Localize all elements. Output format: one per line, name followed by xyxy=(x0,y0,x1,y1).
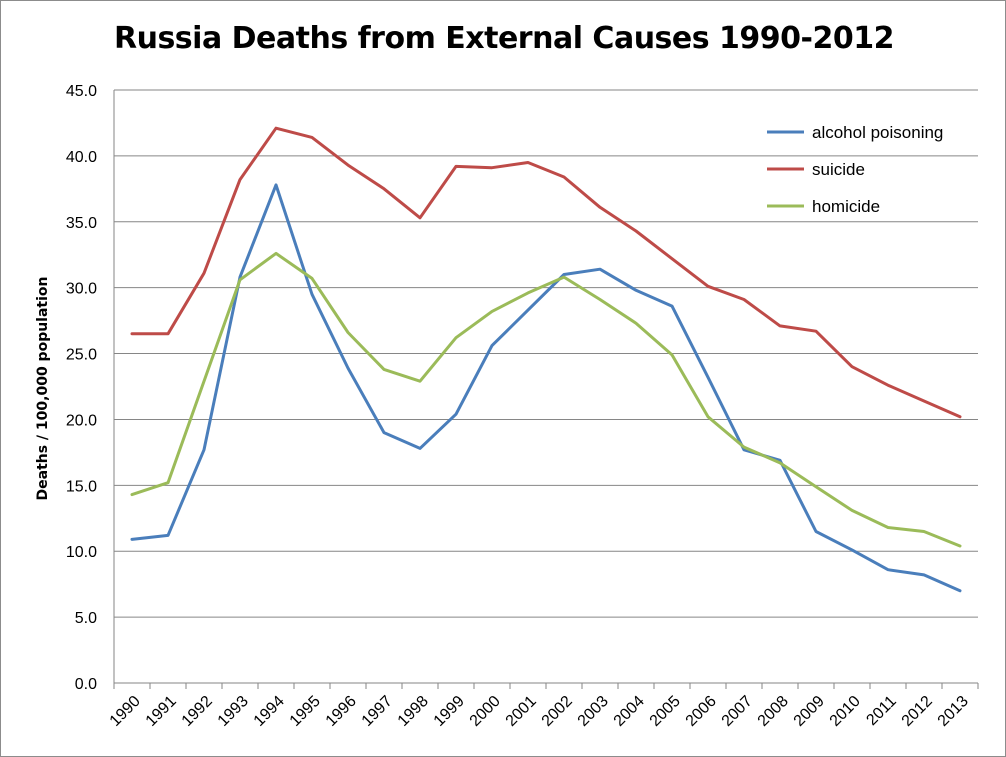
x-tick-label: 2007 xyxy=(719,693,756,730)
x-tick-label: 1996 xyxy=(323,693,360,730)
y-tick-label: 0.0 xyxy=(75,676,97,693)
x-tick-label: 2005 xyxy=(647,693,684,730)
x-tick-label: 1994 xyxy=(251,693,288,730)
x-tick-label: 1997 xyxy=(359,693,396,730)
x-tick-label: 2003 xyxy=(575,693,612,730)
x-tick-label: 1990 xyxy=(107,693,144,730)
x-tick-label: 1995 xyxy=(287,693,324,730)
x-tick-label: 2008 xyxy=(755,693,792,730)
x-tick-label: 2013 xyxy=(935,693,972,730)
x-tick-label: 2009 xyxy=(791,693,828,730)
x-tick-label: 1993 xyxy=(215,693,252,730)
x-tick-label: 2000 xyxy=(467,693,504,730)
series-line-suicide xyxy=(130,126,962,419)
legend-label: alcohol poisoning xyxy=(812,123,943,142)
y-tick-label: 10.0 xyxy=(66,544,97,561)
x-tick-label: 2001 xyxy=(503,693,540,730)
y-tick-label: 20.0 xyxy=(66,412,97,429)
y-tick-label: 25.0 xyxy=(66,347,97,364)
x-tick-label: 2004 xyxy=(611,693,648,730)
x-tick-label: 1991 xyxy=(143,693,180,730)
y-axis-title: Deaths / 100,000 population xyxy=(35,276,51,500)
x-tick-label: 2002 xyxy=(539,693,576,730)
legend-label: suicide xyxy=(812,160,865,179)
chart-title: Russia Deaths from External Causes 1990-… xyxy=(113,21,895,56)
y-tick-label: 35.0 xyxy=(66,215,97,232)
x-tick-label: 1999 xyxy=(431,693,468,730)
y-tick-label: 15.0 xyxy=(66,478,97,495)
y-tick-label: 45.0 xyxy=(66,83,97,100)
x-tick-label: 2010 xyxy=(827,693,864,730)
x-tick-label: 2011 xyxy=(863,693,899,729)
x-tick-label: 1992 xyxy=(179,693,216,730)
y-tick-label: 40.0 xyxy=(66,149,97,166)
y-tick-label: 5.0 xyxy=(75,610,97,627)
y-tick-label: 30.0 xyxy=(66,281,97,298)
x-tick-label: 1998 xyxy=(395,693,432,730)
legend-label: homicide xyxy=(812,197,880,216)
x-tick-label: 2012 xyxy=(899,693,936,730)
series-line-alcohol-poisoning xyxy=(130,183,962,593)
series-line-homicide xyxy=(130,251,962,548)
x-tick-label: 2006 xyxy=(683,693,720,730)
